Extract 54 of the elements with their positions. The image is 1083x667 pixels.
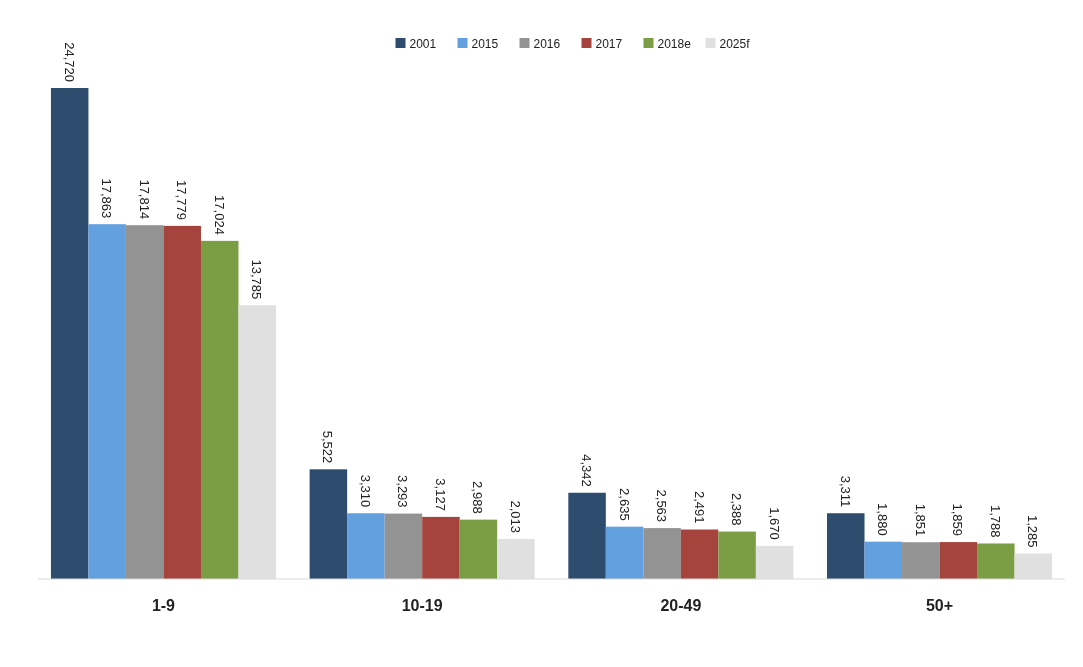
- legend-label: 2025f: [719, 37, 751, 51]
- bar: [200, 240, 239, 579]
- bar: [827, 513, 865, 579]
- data-label: 4,342: [579, 454, 595, 487]
- data-label: 5,522: [320, 430, 336, 464]
- bar: [50, 88, 89, 579]
- data-label: 2,635: [616, 488, 632, 521]
- legend-label: 2016: [533, 37, 561, 51]
- bar: [680, 529, 719, 579]
- data-label: 13,785: [249, 259, 265, 300]
- bar: [568, 492, 606, 579]
- legend-label: 2001: [409, 37, 437, 51]
- data-label: 2,563: [654, 489, 670, 523]
- data-label: 2,013: [507, 500, 523, 534]
- data-label: 17,779: [174, 180, 190, 220]
- bar: [643, 528, 681, 579]
- bar: [939, 542, 978, 579]
- data-label: 1,285: [1025, 514, 1041, 548]
- bar: [347, 513, 385, 579]
- bar: [718, 531, 756, 579]
- data-label: 1,880: [875, 503, 891, 536]
- legend-label: 2015: [471, 37, 499, 51]
- x-tick-label: 10-19: [401, 597, 443, 614]
- data-label: 17,814: [136, 179, 152, 220]
- data-label: 1,859: [950, 503, 966, 537]
- bar: [902, 542, 940, 579]
- bar: [163, 225, 201, 579]
- bar: [422, 516, 460, 579]
- data-label: 17,024: [211, 195, 227, 235]
- data-label: 3,293: [395, 475, 411, 508]
- data-label: 3,310: [357, 474, 373, 508]
- x-tick-label: 20-49: [660, 597, 702, 614]
- bar: [125, 225, 164, 579]
- data-label: 2,491: [691, 490, 707, 524]
- data-label: 1,851: [912, 503, 928, 537]
- bar: [864, 541, 903, 579]
- data-label: 17,863: [99, 178, 115, 219]
- data-label: 3,127: [432, 478, 448, 511]
- data-label: 2,388: [729, 493, 745, 526]
- legend-label: 2017: [595, 37, 623, 51]
- bar: [459, 519, 498, 579]
- x-tick-label: 50+: [925, 597, 954, 614]
- data-label: 24,720: [61, 42, 77, 82]
- bar: [384, 513, 423, 579]
- x-tick-label: 1-9: [151, 597, 176, 614]
- data-label: 2,988: [470, 481, 486, 514]
- bar: [605, 526, 644, 579]
- bar: [88, 224, 126, 579]
- data-label: 1,788: [987, 504, 1003, 538]
- data-label: 3,311: [837, 475, 853, 508]
- bar: [977, 543, 1015, 579]
- legend-label: 2018e: [657, 37, 692, 51]
- data-label: 1,670: [766, 507, 782, 540]
- bar: [309, 469, 348, 579]
